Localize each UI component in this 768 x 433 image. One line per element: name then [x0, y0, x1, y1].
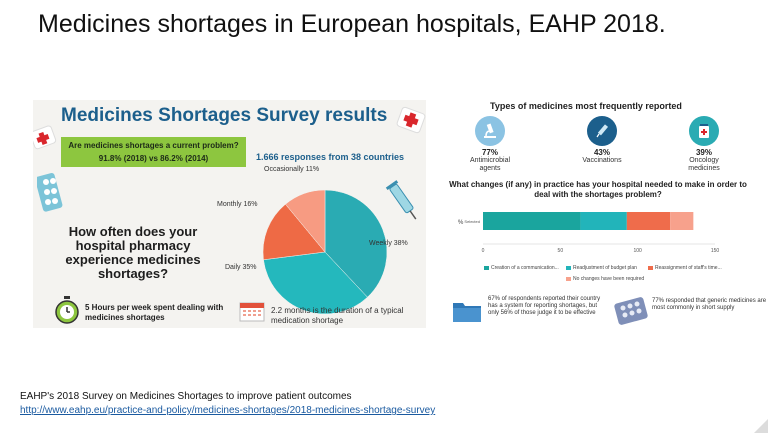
- pie-label-weekly: Weekly 38%: [369, 240, 408, 247]
- pie-slice: [263, 251, 368, 315]
- microscope-icon: [475, 116, 505, 146]
- pill-blister-icon: [614, 297, 648, 325]
- legend-label: Reassignment of staff's time...: [655, 265, 722, 271]
- stopwatch-icon: [55, 296, 79, 324]
- pie-slice: [324, 189, 388, 298]
- bar-tick-label: 0: [482, 248, 485, 254]
- generic-medicines-text: 77% responded that generic medicines are…: [652, 298, 767, 311]
- bar-segment: [670, 212, 694, 230]
- folder-icon: [453, 303, 481, 322]
- pie-label-occasionally: Occasionally 11%: [264, 166, 320, 173]
- survey-infographic: Medicines Shortages Survey results Are m…: [33, 100, 426, 328]
- bar-tick-label: 150: [711, 248, 720, 254]
- bar-category-label: Selected: [464, 219, 480, 224]
- bar-tick-label: 50: [558, 248, 564, 254]
- bar-tick-label: 100: [633, 248, 642, 254]
- syringe-icon: [385, 180, 417, 220]
- type-oncology-pct: 39%: [695, 148, 712, 157]
- current-problem-question: Are medicines shortages a current proble…: [68, 141, 239, 150]
- hours-per-week-text: 5 Hours per week spent dealing with medi…: [85, 303, 224, 322]
- pill-pack-icon: [37, 172, 63, 212]
- pie-slice: [262, 203, 326, 261]
- changes-chart-title: What changes (if any) in practice has yo…: [449, 180, 747, 199]
- type-oncology-label1: Oncology: [689, 157, 719, 164]
- reporting-system-text: 67% of respondents reported their countr…: [488, 296, 601, 316]
- type-vaccinations-label1: Vaccinations: [582, 157, 622, 164]
- shortage-duration-text: 2.2 months is the duration of a typical …: [271, 306, 404, 325]
- legend-item: No changes have been required: [566, 276, 644, 282]
- legend-item: Readjustment of budget plan: [566, 265, 637, 271]
- type-oncology-label2: medicines: [688, 165, 720, 172]
- survey-title: Medicines Shortages Survey results: [61, 105, 388, 126]
- current-problem-box: Are medicines shortages a current proble…: [61, 137, 246, 167]
- calendar-icon: [239, 302, 265, 322]
- legend-label: Readjustment of budget plan: [573, 265, 637, 271]
- source-link[interactable]: http://www.eahp.eu/practice-and-policy/m…: [20, 405, 436, 416]
- source-caption: EAHP's 2018 Survey on Medicines Shortage…: [20, 391, 352, 402]
- bar-ylabel: %: [458, 220, 464, 226]
- medical-bag-icon: [396, 106, 426, 134]
- first-aid-kit-icon: [33, 125, 57, 150]
- type-vaccinations-pct: 43%: [593, 148, 610, 157]
- pie-slice: [285, 189, 326, 253]
- slide-title: Medicines shortages in European hospital…: [38, 10, 666, 38]
- how-often-heading: How often does your hospital pharmacy ex…: [65, 224, 201, 281]
- pie-label-daily: Daily 35%: [225, 264, 257, 271]
- frequency-pie-chart: [262, 189, 388, 315]
- bar-segment: [626, 212, 671, 230]
- legend-item: Creation of a communication...: [484, 265, 559, 271]
- changes-bar-chart: % Selected 0 50 100 150: [458, 212, 720, 254]
- bar-segment: [483, 212, 581, 230]
- legend-item: Reassignment of staff's time...: [648, 265, 722, 271]
- type-oncology: 39% Oncology medicines: [669, 116, 739, 173]
- pie-label-monthly: Monthly 16%: [217, 201, 258, 208]
- bar-segment: [580, 212, 627, 230]
- type-antimicrobial-label1: Antimicrobial: [469, 157, 511, 164]
- corner-decoration: [754, 419, 768, 433]
- medicine-bottle-icon: [689, 116, 719, 146]
- legend-label: No changes have been required: [573, 276, 645, 282]
- type-antimicrobial-label2: agents: [479, 165, 501, 172]
- vaccine-icon: [587, 116, 617, 146]
- responses-count: 1.666 responses from 38 countries: [256, 152, 405, 162]
- type-vaccinations: 43% Vaccinations: [567, 116, 637, 165]
- legend-label: Creation of a communication...: [491, 265, 559, 271]
- types-title: Types of medicines most frequently repor…: [490, 101, 682, 111]
- current-problem-stats: 91.8% (2018) vs 86.2% (2014): [98, 154, 209, 163]
- type-antimicrobial-pct: 77%: [481, 148, 498, 157]
- type-antimicrobial: 77% Antimicrobial agents: [455, 116, 525, 173]
